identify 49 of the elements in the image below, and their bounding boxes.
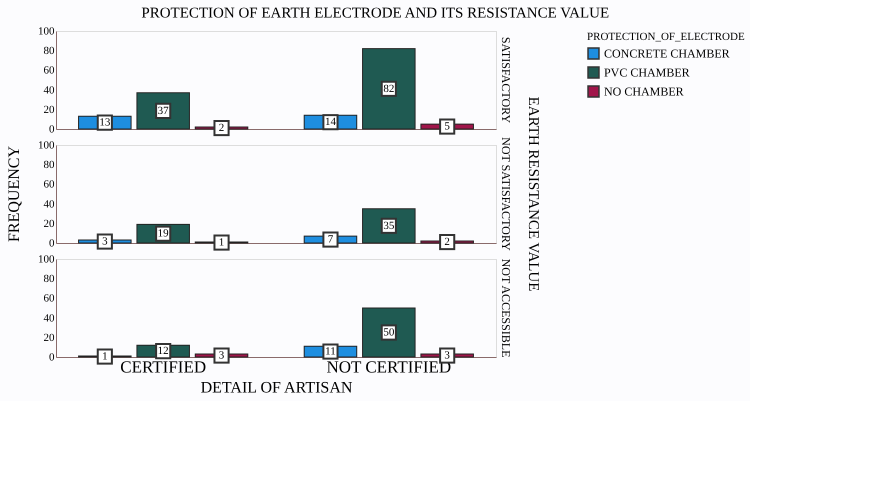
legend-label: NO CHAMBER bbox=[604, 84, 684, 98]
data-label: 13 bbox=[99, 116, 111, 129]
y-tick-label: 80 bbox=[44, 159, 55, 172]
y-tick-label: 60 bbox=[44, 64, 55, 77]
data-label: 3 bbox=[218, 350, 225, 362]
y-tick-label: 80 bbox=[44, 45, 55, 58]
data-label: 3 bbox=[102, 236, 108, 248]
bar bbox=[362, 48, 416, 130]
text: NOT SATISFACTORY bbox=[499, 137, 513, 252]
x-axis-title: DETAIL OF ARTISAN bbox=[200, 380, 353, 396]
data-label: 5 bbox=[444, 120, 450, 133]
data-label: 2 bbox=[218, 122, 224, 134]
data-label: 35 bbox=[383, 220, 395, 232]
data-label: 2 bbox=[444, 236, 450, 248]
y-tick-label: 60 bbox=[44, 292, 55, 305]
y-tick-label: 40 bbox=[44, 198, 55, 210]
legend-title: PROTECTION_OF_ELECTRODE bbox=[587, 31, 745, 43]
data-label: 19 bbox=[158, 228, 170, 240]
y-tick-label: 20 bbox=[44, 332, 55, 344]
data-label: 14 bbox=[324, 116, 336, 128]
data-label: 12 bbox=[158, 345, 169, 358]
text: SATISFACTORY bbox=[499, 36, 513, 124]
legend-label: PVC CHAMBER bbox=[604, 66, 690, 80]
y-tick-label: 20 bbox=[44, 104, 55, 116]
y-tick-label: 100 bbox=[38, 140, 55, 152]
data-label: 1 bbox=[102, 350, 108, 363]
y2-axis-title: EARTH RESISTANCE VALUE bbox=[525, 96, 541, 292]
bar bbox=[362, 308, 416, 358]
data-label: 7 bbox=[328, 234, 334, 246]
data-label: 50 bbox=[383, 326, 395, 338]
data-label: 1 bbox=[218, 236, 224, 249]
y-tick-label: 60 bbox=[44, 178, 55, 191]
data-label: 82 bbox=[383, 82, 394, 95]
y-tick-label: 0 bbox=[49, 238, 55, 250]
y-tick-label: 40 bbox=[44, 84, 55, 96]
data-label: 11 bbox=[325, 346, 336, 358]
legend-label: CONCRETE CHAMBER bbox=[604, 46, 730, 60]
y-tick-label: 40 bbox=[44, 312, 55, 324]
y-axis-title: FREQUENCY bbox=[6, 146, 23, 242]
y-tick-label: 100 bbox=[38, 26, 55, 38]
x-tick-label: CERTIFIED bbox=[120, 358, 206, 376]
chart-title: PROTECTION OF EARTH ELECTRODE AND ITS RESISTANCE VALUE bbox=[141, 6, 610, 22]
y-tick-label: 20 bbox=[44, 218, 55, 230]
y-tick-label: 100 bbox=[38, 254, 55, 266]
y-tick-label: 0 bbox=[49, 124, 55, 136]
text: NOT ACCESSIBLE bbox=[499, 258, 513, 358]
y-tick-label: 80 bbox=[44, 273, 55, 286]
y-tick-label: 0 bbox=[49, 352, 55, 364]
data-label: 37 bbox=[158, 104, 170, 117]
